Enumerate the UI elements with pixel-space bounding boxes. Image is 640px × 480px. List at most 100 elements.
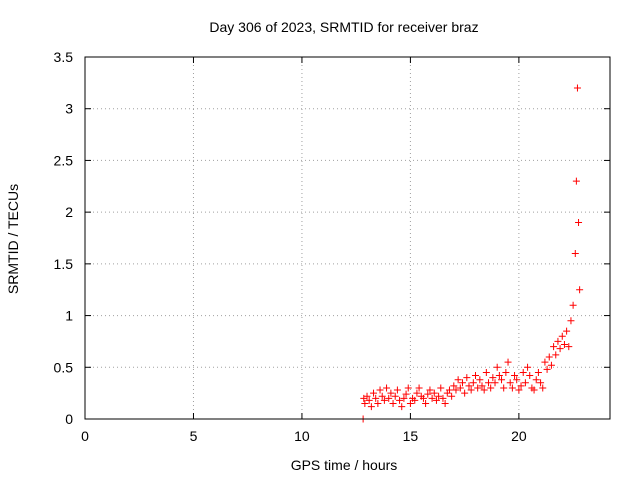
data-point — [372, 394, 380, 402]
y-tick-label: 3.5 — [54, 49, 74, 65]
data-point — [398, 403, 406, 411]
data-point — [515, 386, 523, 394]
data-point — [480, 386, 488, 394]
y-tick-label: 0 — [65, 411, 73, 427]
data-point — [404, 384, 412, 392]
data-point — [513, 376, 521, 384]
data-point — [498, 376, 506, 384]
data-point — [552, 351, 560, 359]
data-points — [359, 84, 584, 423]
data-point — [387, 389, 395, 397]
x-tick-label: 15 — [403, 428, 419, 444]
data-point — [361, 399, 369, 407]
y-tick-label: 2 — [65, 204, 73, 220]
data-point — [413, 389, 421, 397]
ticks — [84, 56, 610, 420]
data-point — [541, 358, 549, 366]
data-point — [458, 379, 466, 387]
data-point — [370, 389, 378, 397]
data-point — [463, 374, 471, 382]
data-point — [537, 379, 545, 387]
data-point — [378, 392, 386, 400]
data-point — [543, 365, 551, 373]
y-tick-label: 3 — [65, 101, 73, 117]
data-point — [432, 396, 440, 404]
data-point — [508, 384, 516, 392]
data-point — [367, 403, 375, 411]
data-point — [573, 84, 581, 92]
data-point — [502, 368, 510, 376]
data-point — [571, 250, 579, 258]
plot-frame — [84, 56, 611, 420]
data-point — [430, 389, 438, 397]
data-point — [545, 353, 553, 361]
data-point — [576, 286, 584, 294]
data-point — [441, 399, 449, 407]
grid — [85, 57, 610, 419]
data-point — [435, 392, 443, 400]
x-tick-label: 10 — [294, 428, 310, 444]
data-point — [389, 399, 397, 407]
y-tick-label: 1.5 — [54, 256, 74, 272]
x-tick-label: 20 — [511, 428, 527, 444]
data-point — [400, 394, 408, 402]
data-point — [469, 379, 477, 387]
data-point — [476, 376, 484, 384]
data-point — [445, 386, 453, 394]
tick-labels: 0 5 10 15 20 0 0.5 1 1.5 2 2.5 3 3.5 — [54, 49, 527, 444]
data-point — [383, 384, 391, 392]
data-point — [530, 386, 538, 394]
data-point — [376, 386, 384, 394]
data-point — [478, 382, 486, 390]
data-point — [511, 372, 519, 380]
data-point — [448, 392, 456, 400]
x-tick-label: 0 — [81, 428, 89, 444]
data-point — [456, 384, 464, 392]
data-point — [487, 384, 495, 392]
data-point — [554, 337, 562, 345]
data-point — [380, 396, 388, 404]
data-point — [550, 343, 558, 351]
chart-title: Day 306 of 2023, SRMTID for receiver bra… — [209, 19, 478, 35]
data-point — [572, 177, 580, 185]
data-point — [474, 384, 482, 392]
data-point — [556, 345, 564, 353]
data-point — [489, 374, 497, 382]
data-point — [563, 327, 571, 335]
data-point — [406, 399, 414, 407]
data-point — [415, 384, 423, 392]
data-point — [391, 392, 399, 400]
data-point — [504, 358, 512, 366]
data-point — [426, 386, 434, 394]
data-point — [575, 218, 583, 226]
data-point — [500, 384, 508, 392]
data-point — [402, 390, 410, 398]
data-point — [424, 390, 432, 398]
data-point — [517, 382, 525, 390]
x-axis-label: GPS time / hours — [291, 457, 398, 473]
data-point — [506, 379, 514, 387]
data-point — [439, 394, 447, 402]
data-point — [532, 376, 540, 384]
x-tick-label: 5 — [190, 428, 198, 444]
data-point — [526, 372, 534, 380]
data-point — [539, 384, 547, 392]
data-point — [452, 386, 460, 394]
y-axis-label: SRMTID / TECUs — [5, 184, 21, 294]
data-point — [524, 363, 532, 371]
data-point — [374, 399, 382, 407]
y-tick-label: 0.5 — [54, 359, 74, 375]
data-point — [465, 382, 473, 390]
data-point — [467, 386, 475, 394]
data-point — [454, 376, 462, 384]
data-point — [519, 368, 527, 376]
y-tick-label: 1 — [65, 308, 73, 324]
data-point — [422, 399, 430, 407]
data-point — [419, 394, 427, 402]
data-point — [495, 372, 503, 380]
data-point — [534, 368, 542, 376]
y-tick-label: 2.5 — [54, 152, 74, 168]
data-point — [493, 363, 501, 371]
data-point — [565, 343, 573, 351]
